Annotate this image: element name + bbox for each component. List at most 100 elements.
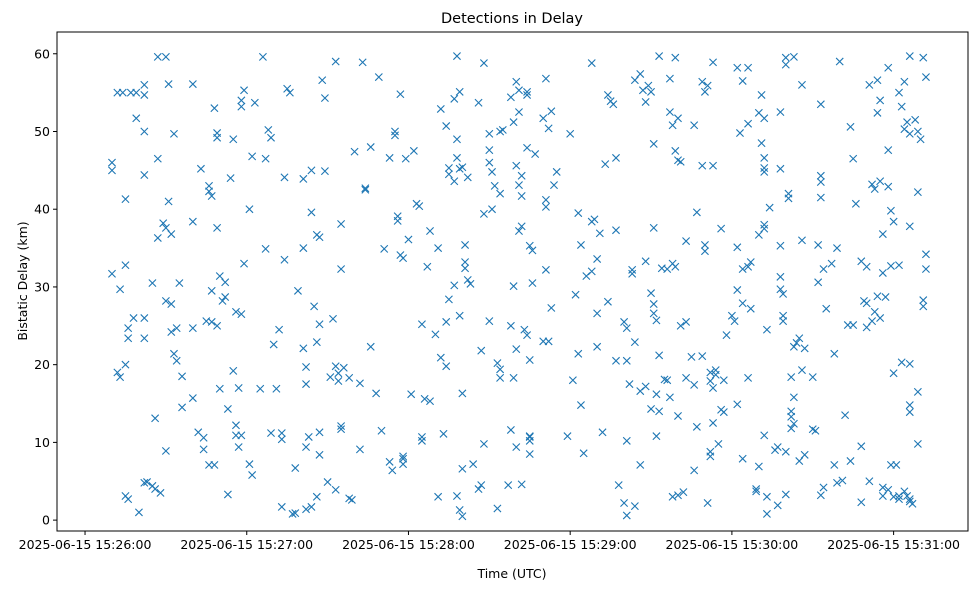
data-point <box>541 265 550 274</box>
plot-area-frame <box>56 31 969 532</box>
data-point <box>614 481 623 490</box>
data-point <box>706 368 715 377</box>
data-point <box>528 246 537 255</box>
data-point <box>547 303 556 312</box>
data-point <box>210 104 219 113</box>
data-point <box>752 485 761 494</box>
data-point <box>293 286 302 295</box>
data-point <box>816 171 825 180</box>
data-point <box>884 63 893 72</box>
data-point <box>754 462 763 471</box>
data-point <box>800 344 809 353</box>
data-point <box>463 275 472 284</box>
data-point <box>121 261 130 270</box>
data-point <box>676 157 685 166</box>
data-point <box>143 478 152 487</box>
data-point <box>323 478 332 487</box>
data-point <box>479 439 488 448</box>
data-point <box>420 394 429 403</box>
data-point <box>498 125 507 134</box>
data-point <box>280 255 289 264</box>
data-point <box>647 404 656 413</box>
data-point <box>506 93 515 102</box>
data-point <box>744 373 753 382</box>
data-point <box>762 509 771 518</box>
data-point <box>116 373 125 382</box>
data-point <box>612 153 620 162</box>
data-point <box>760 167 769 176</box>
data-point <box>622 324 631 333</box>
data-point <box>269 340 278 349</box>
data-point <box>237 96 246 105</box>
data-point <box>396 90 405 99</box>
data-point <box>153 154 162 163</box>
data-point <box>709 383 718 392</box>
data-point <box>523 87 532 96</box>
data-point <box>237 102 246 111</box>
data-point <box>450 177 459 186</box>
data-point <box>835 57 844 66</box>
data-point <box>706 377 715 385</box>
data-point <box>913 188 922 197</box>
data-point <box>808 373 817 382</box>
data-point <box>781 490 790 499</box>
data-point <box>514 108 523 117</box>
data-point <box>660 375 669 384</box>
data-point <box>277 429 286 438</box>
data-point <box>161 296 170 305</box>
data-point <box>744 119 753 128</box>
data-point <box>407 390 416 399</box>
data-point <box>458 163 467 172</box>
data-point <box>140 314 149 323</box>
data-point <box>385 457 394 466</box>
data-point <box>385 153 394 162</box>
data-point <box>690 466 699 475</box>
data-point <box>876 314 885 323</box>
data-point <box>601 160 610 169</box>
y-tick-label: 40 <box>34 202 50 217</box>
data-point <box>455 311 464 320</box>
data-point <box>461 240 470 249</box>
data-point <box>897 358 906 367</box>
data-point <box>153 233 162 242</box>
data-point <box>776 285 785 294</box>
data-point <box>690 121 699 130</box>
data-point <box>215 272 224 281</box>
data-point <box>754 230 763 239</box>
data-point <box>315 233 324 242</box>
data-point <box>760 114 769 123</box>
data-point <box>649 309 658 318</box>
data-point <box>733 286 742 295</box>
data-point <box>272 384 281 393</box>
data-point <box>455 164 464 173</box>
data-point <box>765 203 774 212</box>
x-tick-label: 2025-06-15 15:28:00 <box>342 537 475 552</box>
data-point <box>393 212 402 221</box>
data-point <box>221 278 230 287</box>
data-point <box>496 373 505 382</box>
data-point <box>827 259 836 268</box>
data-point <box>811 426 820 435</box>
data-point <box>337 265 346 274</box>
data-point <box>426 397 435 406</box>
data-point <box>717 224 726 233</box>
data-point <box>576 401 585 410</box>
data-point <box>730 317 739 326</box>
data-point <box>630 76 639 85</box>
data-point <box>846 457 855 466</box>
data-point <box>291 464 300 473</box>
data-point <box>792 338 801 347</box>
data-point <box>700 87 709 96</box>
data-point <box>107 269 116 278</box>
data-point <box>665 393 674 402</box>
data-point <box>846 122 855 131</box>
y-axis: 0 10 20 30 40 50 60 <box>34 46 57 528</box>
data-point <box>603 90 612 99</box>
data-point <box>444 170 453 179</box>
data-point <box>442 317 451 326</box>
data-point <box>905 359 914 368</box>
data-point <box>366 342 375 351</box>
data-point <box>234 383 243 392</box>
data-point <box>318 76 327 85</box>
data-point <box>469 460 478 469</box>
